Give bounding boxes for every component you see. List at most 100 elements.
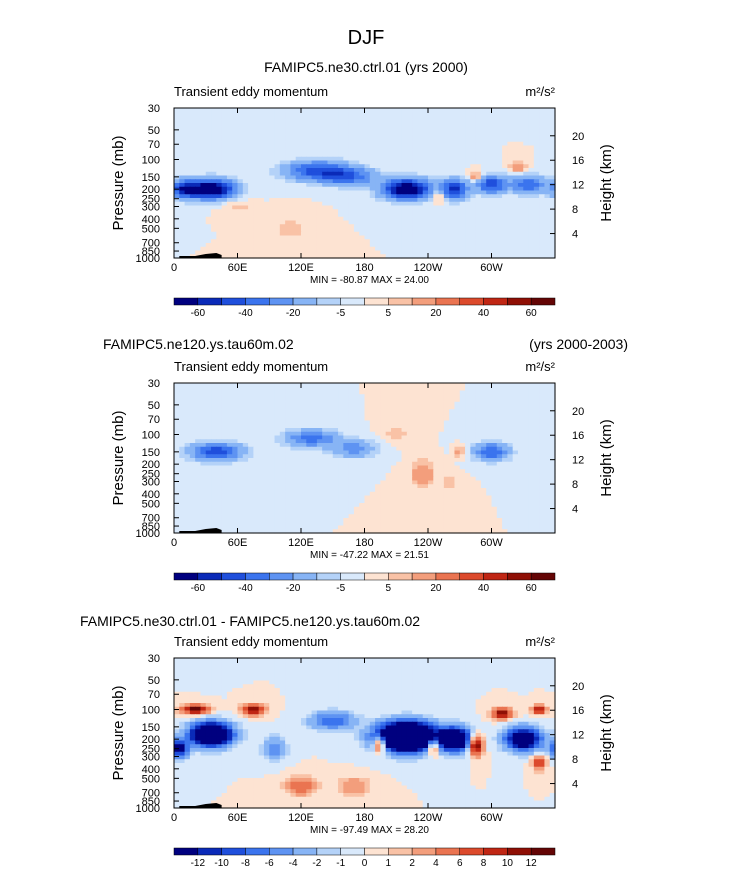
field-cell [454, 454, 461, 459]
field-cell [369, 164, 376, 169]
field-cell [263, 450, 270, 455]
field-cell [301, 224, 307, 229]
field-cell [396, 461, 403, 467]
field-cell [338, 446, 344, 452]
field-cell [221, 461, 228, 467]
field-cell [507, 111, 514, 117]
field-cell [195, 454, 202, 459]
field-cell [486, 198, 493, 203]
field-cell [205, 413, 212, 418]
field-cell [253, 228, 260, 233]
field-cell [390, 383, 397, 388]
field-cell [428, 175, 434, 180]
field-cell [544, 473, 551, 478]
field-cell [528, 254, 535, 259]
field-cell [422, 149, 429, 154]
field-cell [248, 141, 254, 147]
field-cell [232, 439, 239, 444]
field-cell [200, 435, 207, 440]
field-cell [480, 409, 487, 414]
field-cell [322, 119, 329, 124]
field-cell [263, 476, 270, 482]
field-cell [311, 450, 318, 455]
field-cell [385, 126, 392, 132]
field-cell [470, 171, 477, 177]
field-cell [322, 398, 329, 403]
field-cell [459, 476, 466, 482]
field-cell [332, 398, 339, 403]
field-cell [237, 213, 244, 218]
field-cell [470, 435, 477, 440]
field-cell [496, 224, 503, 229]
field-cell [422, 138, 429, 143]
field-cell [454, 231, 461, 237]
field-cell [449, 115, 456, 120]
field-cell [512, 465, 519, 470]
field-cell [327, 398, 334, 403]
field-cell [269, 123, 276, 128]
field-cell [322, 409, 329, 414]
field-cell [396, 164, 403, 169]
field-cell [491, 201, 498, 207]
field-cell [359, 394, 366, 399]
field-cell [290, 484, 297, 489]
field-cell [189, 213, 196, 218]
field-cell [433, 428, 440, 433]
field-cell [417, 153, 424, 158]
field-cell [195, 111, 202, 117]
field-cell [443, 115, 450, 120]
field-cell [226, 138, 233, 143]
field-cell [465, 216, 471, 222]
field-cell [396, 413, 403, 418]
field-cell [390, 213, 397, 218]
field-cell [401, 216, 408, 222]
field-cell [486, 484, 493, 489]
field-cell [422, 473, 429, 478]
field-cell [528, 484, 535, 489]
field-cell [253, 119, 260, 124]
field-cell [369, 409, 376, 414]
field-cell [475, 138, 482, 143]
y-right-tick-label: 16 [572, 155, 584, 167]
field-cell [274, 160, 281, 165]
field-cell [237, 231, 244, 237]
field-cell [449, 254, 456, 259]
field-cell [253, 198, 260, 203]
field-cell [184, 168, 191, 173]
colorbar-swatch [292, 297, 318, 306]
field-cell [491, 439, 498, 444]
field-cell [295, 175, 302, 180]
field-cell [390, 465, 397, 470]
field-cell [433, 111, 440, 117]
field-cell [523, 205, 530, 210]
field-cell [412, 164, 419, 169]
field-cell [258, 424, 265, 429]
field-cell [274, 198, 281, 203]
field-cell [263, 484, 270, 489]
field-cell [274, 194, 281, 199]
field-cell [396, 458, 403, 463]
field-cell [544, 405, 551, 410]
field-cell [221, 246, 228, 252]
field-cell [269, 119, 276, 124]
field-cell [406, 480, 413, 485]
field-cell [401, 123, 408, 128]
field-cell [316, 476, 323, 482]
field-cell [544, 141, 551, 147]
field-cell [353, 235, 360, 240]
field-cell [258, 235, 265, 240]
field-cell [269, 450, 276, 455]
colorbar-swatch [173, 297, 199, 306]
field-cell [332, 164, 339, 169]
field-cell [507, 141, 514, 147]
field-cell [195, 160, 202, 165]
field-cell [263, 235, 270, 240]
field-cell [523, 115, 530, 120]
field-cell [549, 198, 556, 203]
field-cell [475, 469, 482, 474]
field-cell [226, 108, 233, 113]
field-cell [211, 160, 217, 165]
field-cell [517, 111, 524, 117]
field-cell [533, 115, 540, 120]
field-cell [507, 231, 514, 237]
